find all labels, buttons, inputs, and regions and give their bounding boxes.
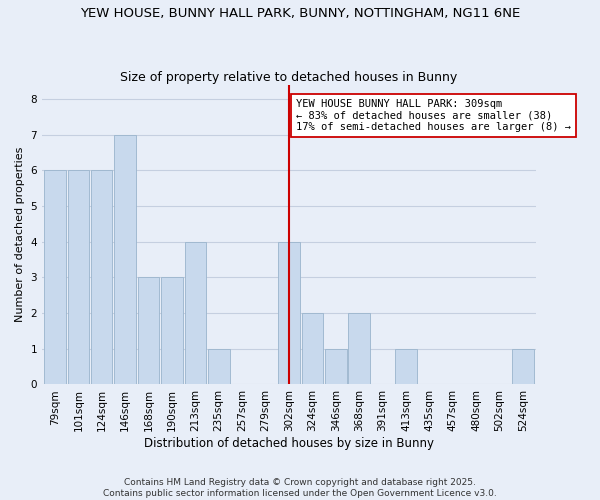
Bar — [395, 349, 417, 384]
Title: Size of property relative to detached houses in Bunny: Size of property relative to detached ho… — [121, 70, 458, 84]
Y-axis label: Number of detached properties: Number of detached properties — [15, 147, 25, 322]
Bar — [138, 278, 160, 384]
Bar — [302, 313, 323, 384]
Bar — [278, 242, 300, 384]
Text: YEW HOUSE BUNNY HALL PARK: 309sqm
← 83% of detached houses are smaller (38)
17% : YEW HOUSE BUNNY HALL PARK: 309sqm ← 83% … — [296, 99, 571, 132]
Bar — [161, 278, 183, 384]
Bar — [91, 170, 112, 384]
Bar — [115, 134, 136, 384]
Text: YEW HOUSE, BUNNY HALL PARK, BUNNY, NOTTINGHAM, NG11 6NE: YEW HOUSE, BUNNY HALL PARK, BUNNY, NOTTI… — [80, 8, 520, 20]
Bar — [325, 349, 347, 384]
Bar — [208, 349, 230, 384]
Bar — [512, 349, 534, 384]
Bar — [185, 242, 206, 384]
Bar — [44, 170, 65, 384]
Bar — [349, 313, 370, 384]
Text: Contains HM Land Registry data © Crown copyright and database right 2025.
Contai: Contains HM Land Registry data © Crown c… — [103, 478, 497, 498]
Bar — [68, 170, 89, 384]
X-axis label: Distribution of detached houses by size in Bunny: Distribution of detached houses by size … — [144, 437, 434, 450]
